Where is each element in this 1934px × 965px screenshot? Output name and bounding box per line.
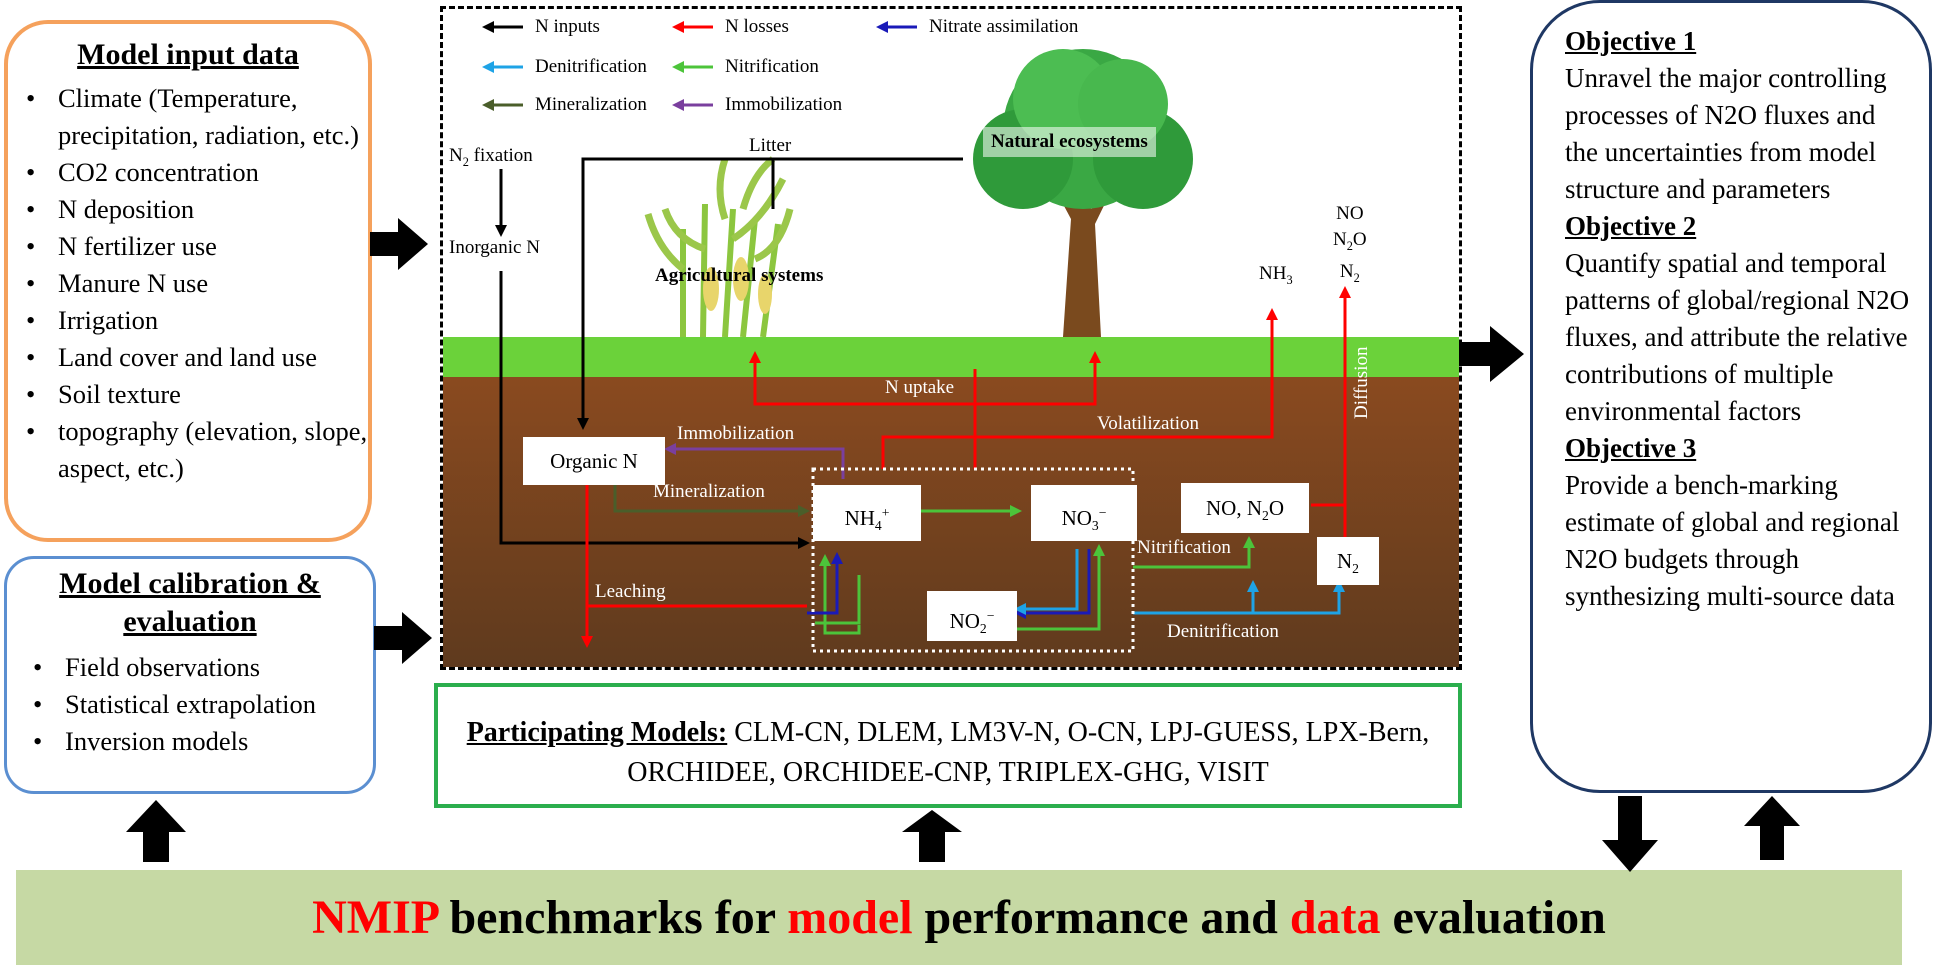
model-input-data-box: Model input data Climate (Temperature, p… [4, 20, 372, 542]
list-item: Climate (Temperature, precipitation, rad… [8, 80, 368, 154]
nitrate-assimilation-arrow-2 [807, 552, 843, 615]
objective-3-text: Provide a bench-marking estimate of glob… [1565, 470, 1900, 611]
legend-label: Nitrification [725, 56, 819, 77]
list-item: Irrigation [8, 302, 368, 339]
nh3-label: NH3 [1259, 263, 1293, 287]
benchmark-word-model: model [787, 891, 913, 944]
calibration-list: Field observations Statistical extrapola… [7, 649, 373, 760]
inorganic-n-label: Inorganic N [449, 237, 540, 258]
nitrification-to-gas [1133, 536, 1255, 569]
list-item: N deposition [8, 191, 368, 228]
no3-box: NO3− [1031, 485, 1137, 541]
objective-2-title: Objective 2 [1565, 211, 1697, 241]
tree-icon [973, 49, 1193, 337]
legend-label: Mineralization [535, 94, 647, 115]
legend-label: N inputs [535, 16, 600, 37]
benchmark-word-nmip: NMIP [312, 891, 438, 944]
litter-label: Litter [749, 135, 792, 156]
leaching-label: Leaching [595, 581, 666, 602]
nitrate-assimilation-arrow [1014, 549, 1091, 619]
denitrification-arrow [1014, 549, 1079, 615]
model-input-title: Model input data [77, 38, 299, 71]
participating-models-label: Participating Models: [466, 717, 728, 748]
n-uptake-arrow-2 [975, 351, 1101, 406]
n2-box: N2 [1317, 537, 1379, 585]
diffusion-label: Diffusion [1351, 346, 1372, 419]
mineralization-label: Mineralization [653, 481, 765, 502]
objective-3-title: Objective 3 [1565, 433, 1697, 463]
mineralization-arrow [613, 483, 810, 517]
model-input-list: Climate (Temperature, precipitation, rad… [8, 80, 368, 487]
volatilization-arrow [881, 308, 1278, 469]
gas-labels: NO N2O N2 [1333, 203, 1367, 285]
model-calibration-box: Model calibration & evaluation Field obs… [4, 556, 376, 794]
natural-ecosystems-label: Natural ecosystems [983, 127, 1156, 157]
right-arrow-icon [1452, 326, 1524, 382]
nitrification-to-no2 [819, 554, 861, 635]
objective-2-text: Quantify spatial and temporal patterns o… [1565, 248, 1910, 426]
legend-label: Denitrification [535, 56, 647, 77]
organic-n-box: Organic N [523, 437, 665, 485]
up-arrow-icon [902, 810, 962, 862]
right-arrow-icon [374, 612, 432, 664]
immobilization-label: Immobilization [677, 423, 795, 444]
benchmark-text: performance and [912, 891, 1290, 944]
nitrification-label: Nitrification [1137, 537, 1231, 558]
n2-fixation-label: N2 fixation [449, 145, 533, 169]
list-item: Inversion models [7, 723, 373, 760]
list-item: CO2 concentration [8, 154, 368, 191]
no-n2o-box: NO, N2O [1181, 483, 1309, 533]
nitrification-to-no3 [1015, 544, 1105, 631]
right-arrow-icon [370, 218, 428, 270]
list-item: N fertilizer use [8, 228, 368, 265]
denitrification-to-n2 [1253, 580, 1345, 615]
participating-models-box: Participating Models: CLM-CN, DLEM, LM3V… [434, 683, 1462, 808]
benchmark-word-data: data [1289, 891, 1381, 944]
legend-label: Nitrate assimilation [929, 16, 1079, 37]
denitrification-label: Denitrification [1167, 621, 1279, 642]
list-item: Manure N use [8, 265, 368, 302]
nh4-box: NH4+ [813, 485, 921, 541]
list-item: topography (elevation, slope, aspect, et… [8, 413, 368, 487]
objective-1-title: Objective 1 [1565, 26, 1697, 56]
down-arrow-icon [1602, 796, 1658, 872]
benchmark-banner: NMIP benchmarks for model performance an… [16, 870, 1902, 965]
legend-label: N losses [725, 16, 789, 37]
list-item: Field observations [7, 649, 373, 686]
inorganic-input-arrow [499, 271, 810, 549]
legend-label: Immobilization [725, 94, 843, 115]
list-item: Statistical extrapolation [7, 686, 373, 723]
crop-plants-icon [644, 156, 794, 338]
objective-1-text: Unravel the major controlling processes … [1565, 63, 1887, 204]
grass-strip [443, 337, 1459, 377]
volatilization-label: Volatilization [1097, 413, 1200, 434]
agricultural-systems-label: Agricultural systems [655, 265, 824, 286]
up-arrow-icon [126, 800, 186, 862]
litter-arrow [577, 157, 963, 430]
objectives-box: Objective 1 Unravel the major controllin… [1530, 0, 1932, 793]
calibration-title-line2: evaluation [123, 605, 257, 638]
list-item: Soil texture [8, 376, 368, 413]
participating-models-list: CLM-CN, DLEM, LM3V-N, O-CN, LPJ-GUESS, L… [627, 717, 1430, 788]
n-uptake-label: N uptake [885, 377, 955, 398]
no2-box: NO2− [927, 591, 1017, 641]
calibration-title-line1: Model calibration & [59, 567, 321, 600]
list-item: Land cover and land use [8, 339, 368, 376]
benchmark-text: evaluation [1380, 891, 1606, 944]
nitrogen-cycle-diagram: N inputs N losses Nitrate assimilation D… [440, 6, 1462, 670]
up-arrow-icon [1744, 796, 1800, 860]
benchmark-text: benchmarks for [437, 891, 788, 944]
inorganic-pool-box [811, 467, 1135, 653]
